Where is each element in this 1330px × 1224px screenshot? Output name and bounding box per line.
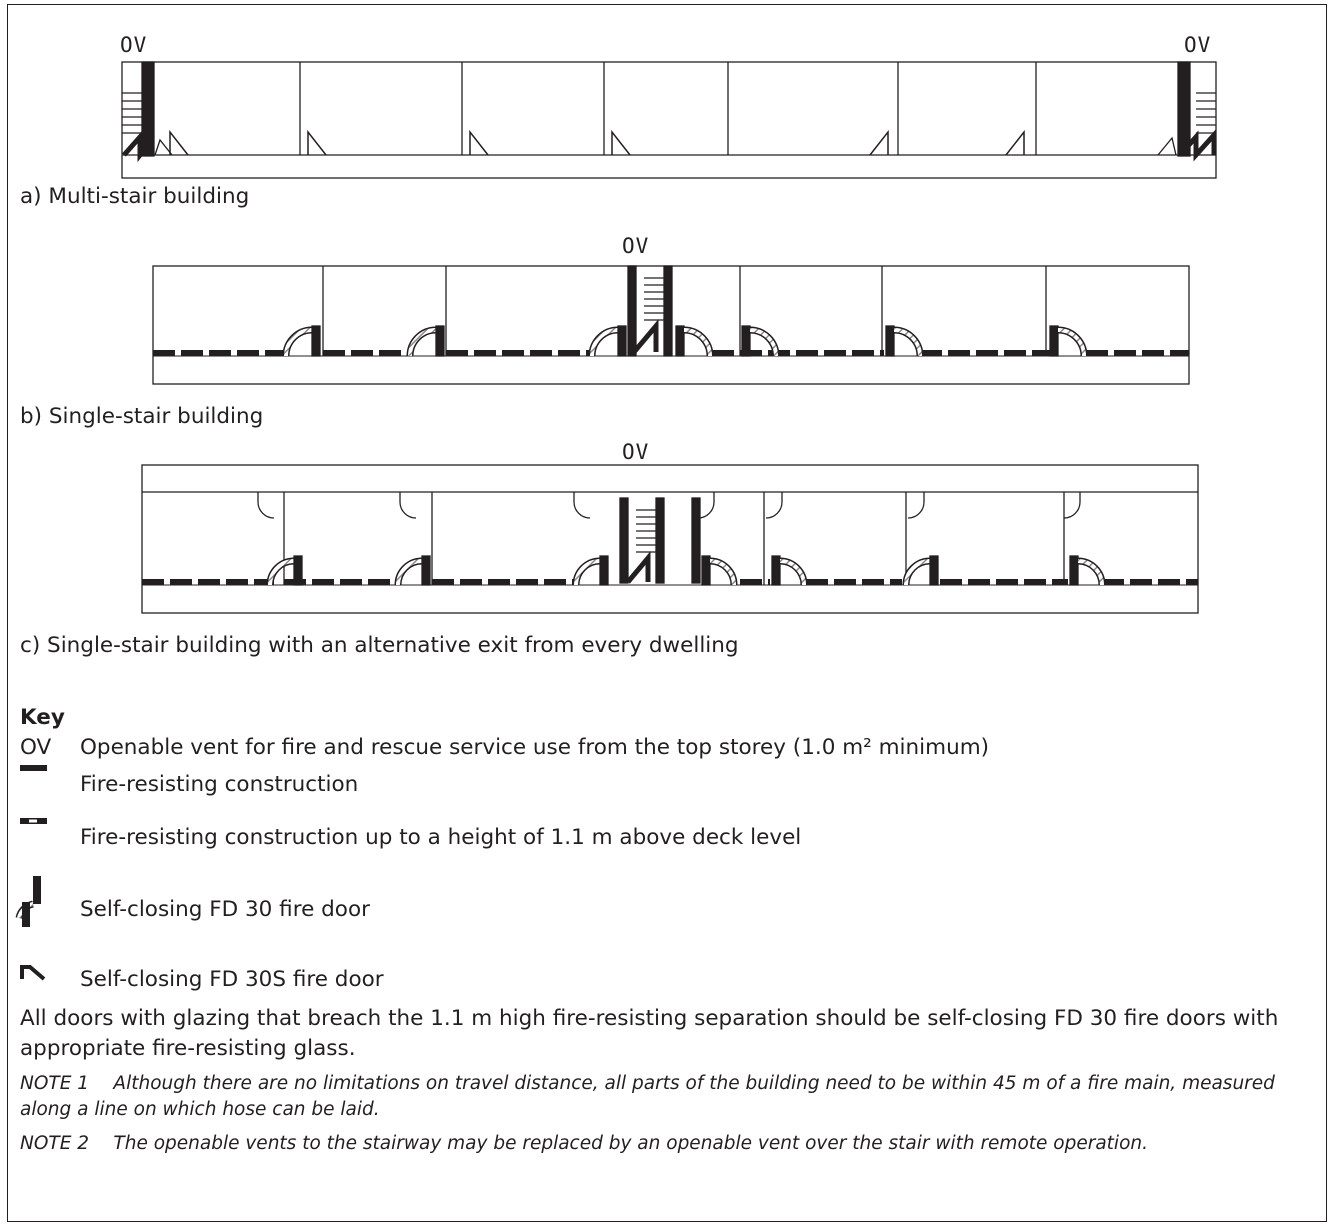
stair-left <box>122 61 173 163</box>
key-dashed-text: Fire-resisting construction up to a heig… <box>80 825 802 850</box>
key-ov-text: Openable vent for fire and rescue servic… <box>80 735 990 760</box>
fd30-doors-c <box>266 555 1106 586</box>
note-1: NOTE 1 Although there are no limitations… <box>20 1073 1275 1120</box>
caption-a: a) Multi-stair building <box>20 184 250 209</box>
diagram-a-ov-left: OV <box>120 33 147 57</box>
stair-centre <box>627 265 673 357</box>
diagram-a-ov-right: OV <box>1184 33 1211 57</box>
key-dashed-bar-icon <box>20 818 47 824</box>
diagram-c-single-stair-alt-exit: OV <box>141 440 1199 614</box>
fd30-doors-b <box>282 325 1088 357</box>
key-solid-text: Fire-resisting construction <box>80 772 359 797</box>
key-symbols <box>15 765 47 981</box>
key-fd30s-door-icon <box>20 965 46 981</box>
caption-b: b) Single-stair building <box>20 404 264 429</box>
diagram-b-single-stair: OV <box>152 234 1190 385</box>
stair-centre-c <box>619 497 701 584</box>
key-fd30-door-icon <box>15 876 41 927</box>
glazing-note: All doors with glazing that breach the 1… <box>20 1006 1279 1061</box>
key-fd30-text: Self-closing FD 30 fire door <box>80 897 370 922</box>
key-title: Key <box>20 705 65 730</box>
stair-right <box>1157 61 1217 162</box>
diagram-b-ov: OV <box>622 234 649 258</box>
diagram-c-ov: OV <box>622 440 649 464</box>
key-ov-symbol: OV <box>20 735 52 760</box>
caption-c: c) Single-stair building with an alterna… <box>20 633 739 658</box>
key-fd30s-text: Self-closing FD 30S fire door <box>80 967 384 992</box>
key-solid-bar-icon <box>20 765 47 771</box>
diagram-a-multi-stair: OV OV <box>120 33 1217 179</box>
note-2: NOTE 2 The openable vents to the stairwa… <box>20 1133 1148 1154</box>
